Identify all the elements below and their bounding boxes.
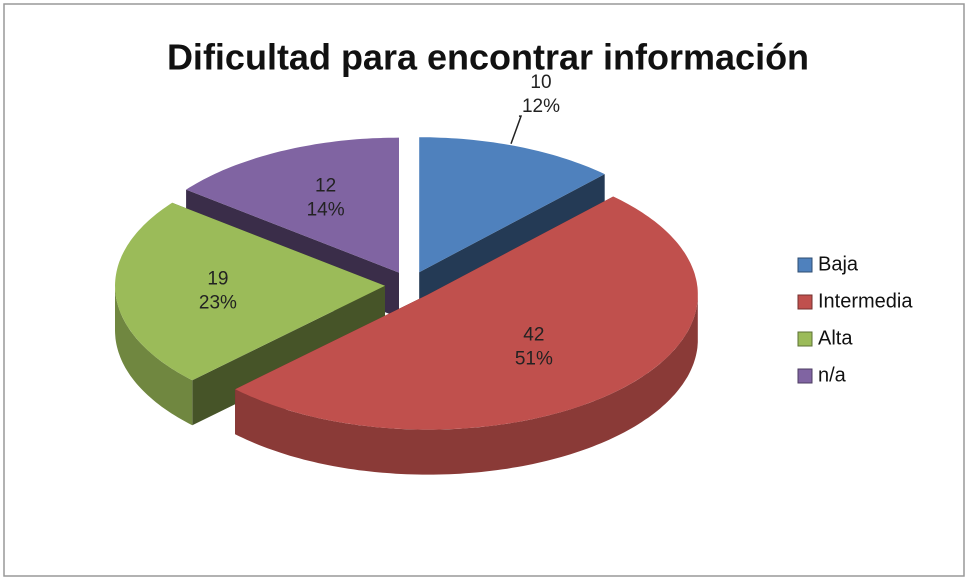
data-label: 12% xyxy=(522,96,560,117)
legend-label: Baja xyxy=(818,253,859,275)
data-label: 12 xyxy=(315,175,336,196)
data-label: 10 xyxy=(530,72,551,93)
legend-swatch xyxy=(797,257,813,273)
slice-top xyxy=(115,202,385,381)
legend-swatch xyxy=(797,368,813,384)
legend-label: Intermedia xyxy=(818,290,913,312)
legend-label: Alta xyxy=(818,327,853,349)
legend-label: n/a xyxy=(818,364,847,386)
data-label: 19 xyxy=(207,269,228,290)
slice-top xyxy=(235,196,698,430)
slice-top xyxy=(419,137,605,273)
leader-line xyxy=(510,115,523,145)
slice-rim xyxy=(235,294,698,475)
data-label: 14% xyxy=(307,199,345,220)
slice-rim xyxy=(115,285,193,426)
legend-swatch xyxy=(797,331,813,347)
slice xyxy=(235,196,698,475)
slice-top xyxy=(186,137,399,273)
chart-title: Dificultad para encontrar información xyxy=(167,37,809,78)
data-label: 42 xyxy=(523,325,544,346)
data-label: 51% xyxy=(515,349,553,370)
data-label: 23% xyxy=(199,293,237,314)
legend-swatch xyxy=(797,294,813,310)
